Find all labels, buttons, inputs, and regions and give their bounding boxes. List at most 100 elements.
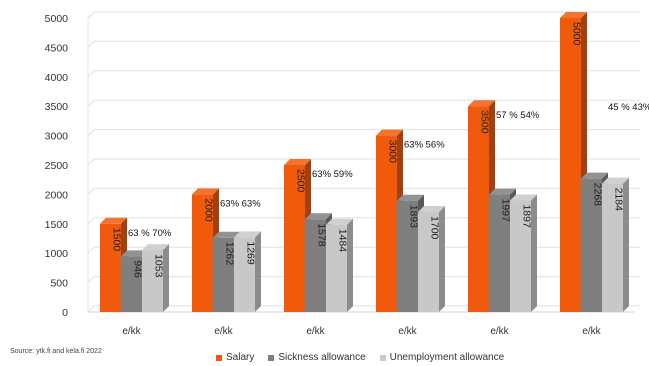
bar-side (347, 218, 353, 312)
bar-top (305, 213, 332, 220)
bar-side (623, 177, 629, 312)
bar (560, 18, 581, 312)
gridline-side (87, 70, 95, 78)
bar-value-label: 5000 (571, 22, 583, 46)
bar-value-label: 1262 (224, 242, 236, 266)
bar (142, 250, 163, 312)
gridline-side (87, 305, 95, 313)
bar (234, 237, 255, 312)
bar-side (255, 231, 261, 312)
bar-value-label: 3500 (479, 110, 491, 134)
bar-top (326, 218, 353, 225)
bar (100, 223, 121, 312)
legend-item-sickness: Sickness allowance (268, 352, 366, 363)
bar-top (192, 188, 219, 195)
bar-value-label: 1269 (245, 241, 257, 265)
bar-value-label: 1997 (500, 199, 512, 223)
bar (376, 135, 397, 312)
bar-top (560, 12, 587, 18)
x-tick-label: e/kk (122, 326, 141, 337)
bar-value-label: 1578 (316, 223, 328, 247)
gridline-side (87, 188, 95, 195)
y-tick-label: 4000 (45, 72, 69, 84)
bar (326, 224, 347, 312)
bar-value-label: 2000 (203, 198, 215, 222)
bar-top (234, 231, 261, 238)
percentage-annotation: 63 % 70% (128, 228, 172, 239)
bar-value-label: 2268 (592, 183, 604, 207)
y-tick-label: 0 (62, 307, 68, 319)
x-tick-label: e/kk (398, 326, 417, 337)
x-tick-label: e/kk (490, 326, 509, 337)
bar-top (213, 231, 240, 238)
legend-swatch-unemployment (379, 354, 386, 361)
x-tick-label: e/kk (582, 326, 601, 337)
gridline-side (87, 158, 95, 166)
gridline-side (87, 276, 95, 283)
bar (468, 106, 489, 312)
bar-value-label: 1893 (408, 205, 420, 229)
legend-swatch-sickness (268, 354, 275, 361)
bar (192, 194, 213, 312)
bar-top (142, 244, 169, 251)
bar (397, 200, 418, 312)
legend-item-unemployment: Unemployment allowance (379, 352, 505, 363)
bar-value-label: 3000 (387, 140, 399, 164)
bar (418, 212, 439, 312)
bar-top (284, 159, 311, 165)
bar-value-label: 2500 (295, 169, 307, 193)
y-tick-label: 3500 (45, 101, 69, 113)
gridline-side (87, 11, 95, 19)
bar-top (510, 194, 537, 201)
bar-side (439, 206, 445, 312)
bar-value-label: 1700 (429, 216, 441, 240)
bar-side (163, 244, 169, 312)
percentage-annotation: 63% 56% (404, 140, 445, 151)
y-tick-label: 3000 (45, 131, 69, 143)
bar-top (376, 129, 403, 136)
source-note: Source: ytk.fi and kela.fi 2022 (10, 348, 102, 355)
percentage-annotation: 63% 63% (220, 198, 261, 209)
legend-label-unemployment: Unemployment allowance (389, 352, 505, 363)
legend-swatch-salary (216, 354, 222, 361)
bar (121, 256, 142, 312)
percentage-annotation: 45 % 43% (608, 102, 649, 113)
bar (510, 200, 531, 312)
bar (581, 178, 602, 312)
gridline-side (87, 217, 95, 225)
bar-top (418, 206, 445, 213)
bar-value-label: 1484 (337, 229, 349, 253)
bar-value-label: 2184 (613, 188, 625, 212)
bar-top (602, 177, 629, 184)
gridline-side (87, 246, 95, 254)
bar-top (581, 172, 608, 179)
bar (305, 219, 326, 312)
gridline-side (87, 41, 95, 48)
bar (213, 237, 234, 312)
bar-top (121, 250, 148, 257)
legend-label-sickness: Sickness allowance (278, 352, 366, 363)
bar-value-label: 1500 (111, 228, 123, 252)
bar (284, 165, 305, 312)
bar-value-label: 1053 (152, 254, 164, 278)
bar-side (531, 194, 537, 312)
percentage-annotation: 57 % 54% (496, 110, 540, 121)
legend-item-salary: Salary (216, 352, 254, 363)
y-tick-label: 5000 (45, 13, 69, 25)
legend-label-salary: Salary (226, 352, 255, 363)
y-tick-label: 2500 (45, 160, 69, 172)
bar (602, 183, 623, 312)
x-tick-label: e/kk (214, 326, 233, 337)
y-tick-label: 1000 (45, 248, 69, 260)
gridline-side (87, 99, 95, 107)
y-tick-label: 1500 (45, 219, 69, 231)
x-tick-label: e/kk (306, 326, 325, 337)
legend: Salary Sickness allowance Unemployment a… (216, 352, 504, 363)
bar-value-label: 946 (132, 260, 144, 278)
bar-top (397, 194, 424, 201)
bar-top (468, 100, 495, 107)
y-tick-label: 2000 (45, 189, 69, 201)
y-tick-label: 500 (50, 278, 68, 290)
percentage-annotation: 63% 59% (312, 169, 353, 180)
bar-top (489, 188, 516, 195)
